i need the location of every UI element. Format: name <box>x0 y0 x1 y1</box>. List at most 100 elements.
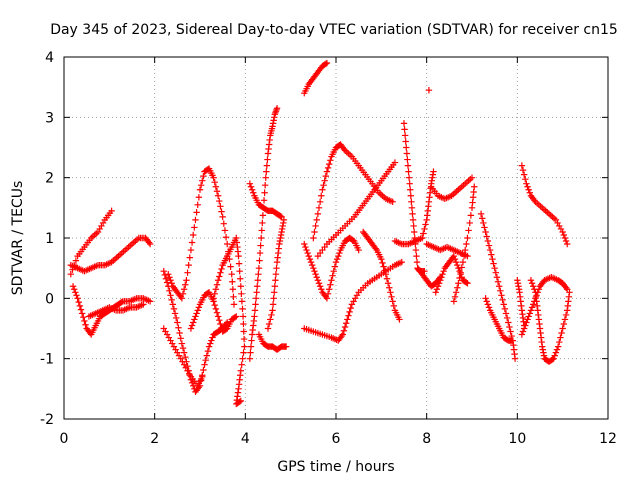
data-point <box>219 213 226 221</box>
data-point <box>170 305 178 313</box>
data-point <box>221 227 229 234</box>
series-prn-k <box>246 180 285 221</box>
data-point <box>430 168 437 175</box>
data-point <box>464 234 471 242</box>
data-point <box>378 255 385 263</box>
data-point <box>160 267 167 275</box>
data-point <box>238 298 246 305</box>
data-point <box>239 355 246 362</box>
data-point <box>501 305 509 313</box>
data-point <box>175 324 182 331</box>
x-tick-label: 0 <box>60 431 69 447</box>
data-point <box>562 311 570 319</box>
data-point <box>323 168 331 175</box>
data-point <box>196 186 204 193</box>
data-point <box>432 289 439 296</box>
data-point <box>209 334 216 341</box>
data-point <box>440 267 447 275</box>
data-point <box>403 150 411 157</box>
data-point <box>418 234 426 242</box>
data-point <box>235 252 242 260</box>
series-prn-f <box>160 325 206 390</box>
data-point <box>192 216 199 224</box>
data-point <box>263 168 270 175</box>
data-point <box>167 292 174 299</box>
data-point <box>421 225 428 233</box>
data-point <box>456 267 463 275</box>
data-point <box>197 182 205 189</box>
data-point <box>519 166 527 174</box>
data-point <box>324 290 332 298</box>
data-point <box>496 283 503 290</box>
data-point <box>163 279 171 286</box>
y-tick-label: 2 <box>45 171 54 187</box>
data-point <box>404 162 412 169</box>
data-point <box>484 237 492 245</box>
data-point <box>222 234 230 241</box>
data-point <box>551 352 558 359</box>
data-point <box>253 289 260 296</box>
data-point <box>80 313 87 321</box>
data-point <box>81 317 88 325</box>
series-prn-m <box>264 216 288 332</box>
data-point <box>332 258 340 266</box>
data-point <box>145 239 153 246</box>
data-point <box>379 259 386 267</box>
data-point <box>214 277 222 284</box>
data-point <box>531 197 538 204</box>
data-point <box>161 271 169 279</box>
data-point <box>327 157 334 164</box>
data-point <box>484 301 492 308</box>
data-point <box>451 293 459 301</box>
data-point <box>312 222 319 230</box>
data-point <box>208 337 215 344</box>
data-point <box>178 295 186 302</box>
data-point <box>238 290 245 298</box>
data-point <box>327 281 334 288</box>
x-tick-label: 2 <box>150 431 159 447</box>
series-prn-ad <box>482 295 516 344</box>
data-point <box>562 284 570 291</box>
data-point <box>406 180 413 187</box>
data-point <box>162 275 170 282</box>
data-point <box>450 298 458 305</box>
data-point <box>485 242 493 249</box>
data-point <box>408 198 415 205</box>
series-prn-d <box>85 301 147 320</box>
data-point <box>217 320 224 328</box>
data-point <box>559 325 566 332</box>
data-point <box>556 338 563 346</box>
data-point <box>497 287 504 294</box>
data-point <box>188 322 196 329</box>
data-point <box>211 178 218 186</box>
data-point <box>190 319 197 326</box>
data-point <box>168 296 175 304</box>
data-point <box>108 207 115 215</box>
data-point <box>382 271 390 278</box>
data-point <box>314 210 322 218</box>
data-point <box>311 267 318 275</box>
data-point <box>273 264 280 272</box>
data-point <box>246 180 254 187</box>
data-point <box>320 182 327 189</box>
data-point <box>435 280 443 287</box>
data-point <box>347 304 354 312</box>
y-tick-label: -2 <box>40 412 54 428</box>
data-point <box>263 162 271 169</box>
data-point <box>255 271 262 278</box>
data-point <box>401 132 409 139</box>
series-prn-y <box>428 174 476 202</box>
x-tick-label: 10 <box>508 431 526 447</box>
data-point <box>346 308 353 316</box>
series-prn-ah <box>514 277 528 329</box>
series-prn-h <box>187 289 240 335</box>
data-point <box>201 361 208 368</box>
data-point <box>323 295 331 302</box>
data-point <box>235 260 243 267</box>
data-point <box>233 313 240 320</box>
data-point <box>250 189 257 196</box>
data-point <box>230 301 238 308</box>
data-point <box>309 261 316 269</box>
data-point <box>523 180 530 187</box>
